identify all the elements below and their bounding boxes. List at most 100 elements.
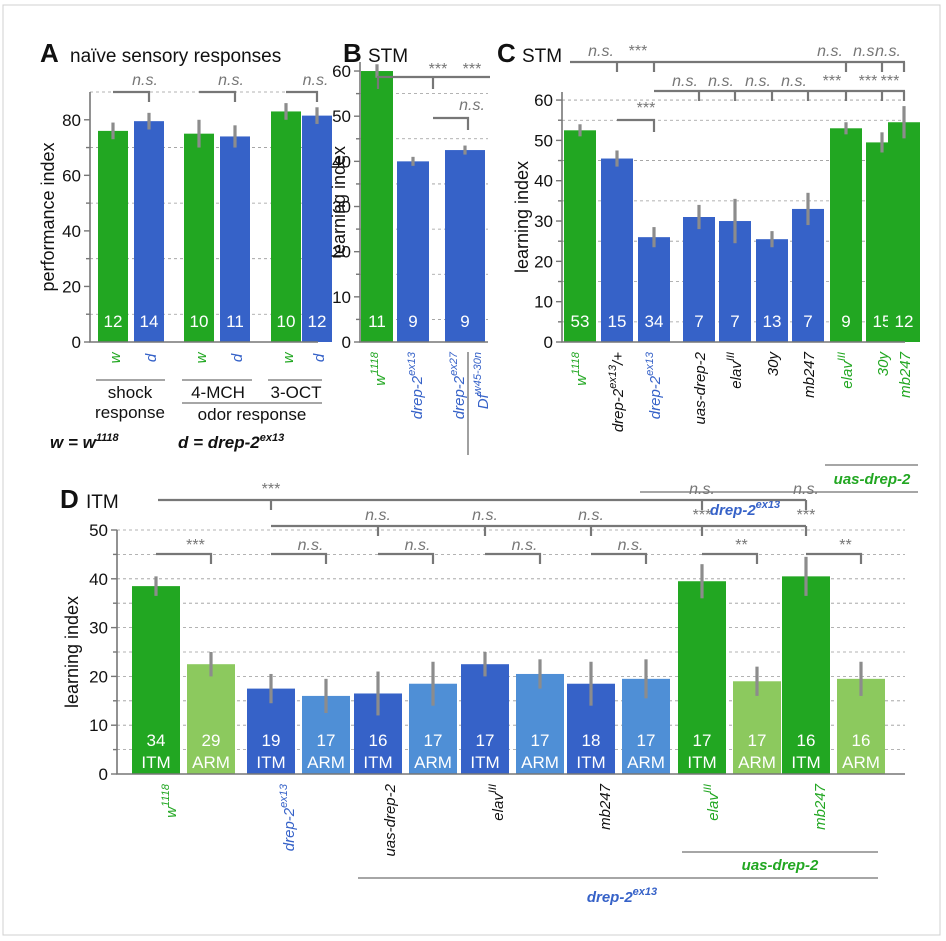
panel-c-category-label-base: 30y: [875, 351, 892, 377]
panel-d-n-label: 19: [262, 731, 281, 750]
panel-a-bar: [134, 121, 164, 343]
panel-c-sig-label: n.s.: [875, 43, 901, 60]
panel-b-category-label-sup: ex13: [406, 351, 418, 376]
panel-c-bar: [830, 128, 862, 342]
panel-c-sig-label: ***: [823, 73, 842, 90]
panel-a-sig-bracket: [286, 90, 319, 102]
panel-d-group-label: uas-drep-2: [742, 857, 819, 874]
panel-a-sig-label: n.s.: [303, 72, 329, 89]
panel-d-sig-bracket: [591, 552, 648, 564]
panel-d-category-label-base: uas-drep-2: [382, 783, 399, 856]
panel-d-n-label: 17: [424, 731, 443, 750]
panel-d-sig-label: ***: [693, 507, 712, 524]
panel-a-legend-d: d = drep-2ex13: [178, 432, 284, 452]
panel-b-bar: [445, 150, 485, 342]
panel-c-sig-label: n.s.: [745, 73, 771, 90]
panel-c-category-label-base: drep-2: [610, 388, 627, 432]
panel-a-sig-bracket: [113, 90, 151, 102]
panel-d-category-label-sup: III: [487, 784, 499, 793]
panel-a-legend-w-base: w = w: [50, 433, 98, 452]
panel-c-sig-label: n.s.: [588, 43, 614, 60]
panel-c-bar: [756, 239, 788, 342]
panel-b-category-label-sup: 1118: [369, 351, 381, 375]
panel-b-n-label: 11: [368, 312, 386, 331]
panel-d-category-label-sup: ex13: [278, 783, 290, 808]
panel-c-sig-label: ***: [881, 73, 900, 90]
panel-b-category-label-base: drep-2: [409, 375, 426, 419]
panel-d-n-label: 17: [693, 731, 712, 750]
panel-d-series-label: ITM: [576, 753, 605, 772]
panel-c-group-label-sup: ex13: [756, 499, 780, 511]
panel-d-title: ITM: [86, 492, 119, 513]
panel-a-y-tick-label: 40: [62, 222, 81, 241]
panel-c-n-label: 34: [645, 312, 664, 331]
panel-d-category-label-sup: 1118: [160, 783, 172, 807]
panel-d-sig-label: n.s.: [618, 537, 644, 554]
panel-b-bar: [361, 71, 393, 342]
panel-c-category-label: elavIII: [836, 352, 856, 389]
panel-c-sig-label: n.s.: [672, 73, 698, 90]
panel-c-category-label: w1118: [570, 351, 590, 386]
panel-d-category-label: uas-drep-2: [382, 783, 399, 856]
panel-d-series-label: ARM: [307, 753, 345, 772]
panel-d-n-label: 17: [748, 731, 767, 750]
panel-b-letter: B: [343, 38, 362, 68]
panel-a-letter: A: [40, 38, 59, 68]
panel-c-n-label: 15: [873, 312, 892, 331]
panel-a-y-tick-label: 60: [62, 166, 81, 185]
panel-d-category-label-base: elav: [705, 792, 722, 821]
panel-b-y-tick-label: 60: [332, 62, 351, 81]
panel-b-category-label: w1118: [369, 351, 389, 386]
panel-d-series-label: ITM: [363, 753, 392, 772]
panel-d-category-label-sup: III: [702, 784, 714, 793]
panel-b-category-label-base: Df: [475, 392, 492, 409]
panel-c-sig-label: n.s.: [781, 73, 807, 90]
panel-d-group-label-sup: ex13: [633, 886, 657, 898]
panel-c-title: STM: [522, 46, 562, 67]
panel-a-group-label: 3-OCT: [271, 383, 322, 402]
panel-d-letter: D: [60, 484, 79, 514]
panel-c-category-label-base: 30y: [765, 351, 782, 377]
panel-d-n-label: 17: [637, 731, 656, 750]
panel-c-category-label-base: elav: [839, 360, 856, 389]
panel-c-group-label: uas-drep-2: [834, 471, 911, 488]
panel-b-title: STM: [368, 46, 408, 67]
panel-d-sig-label: ***: [262, 481, 281, 498]
panel-d-bar: [782, 576, 830, 774]
panel-d-series-label: ARM: [192, 753, 230, 772]
panel-d-y-axis-label: learning index: [62, 596, 82, 708]
panel-b-sig-bracket: [376, 75, 490, 89]
panel-a-title: naïve sensory responses: [70, 46, 281, 67]
panel-c-category-label-sup: III: [836, 352, 848, 361]
panel-a-category-label: w: [193, 351, 210, 363]
panel-c-y-tick-label: 20: [534, 252, 553, 271]
panel-d-category-label-base: elav: [490, 792, 507, 821]
panel-d-y-tick-label: 50: [89, 521, 108, 540]
panel-d-y-tick-label: 40: [89, 570, 108, 589]
panel-a-legend-d-base: d = drep-2: [178, 433, 260, 452]
panel-c-category-label: 30y: [765, 351, 782, 377]
panel-c-n-label: 12: [895, 312, 914, 331]
panel-c-n-label: 7: [730, 312, 739, 331]
panel-d-sig-label: ***: [186, 537, 205, 554]
panel-c-category-label: uas-drep-2: [692, 351, 709, 424]
panel-b-sig-label: ***: [463, 61, 482, 78]
panel-c-sig-label: ***: [629, 43, 648, 60]
panel-b-y-axis-label: learning index: [329, 146, 349, 258]
panel-c-n-label: 7: [803, 312, 812, 331]
panel-a-category-label: d: [143, 353, 160, 362]
panel-d-bar: [516, 673, 564, 774]
panel-d-n-label: 34: [147, 731, 166, 750]
panel-a-category-label: d: [229, 353, 246, 362]
panel-d-series-label: ITM: [141, 753, 170, 772]
panel-c-category-label-base: mb247: [897, 351, 914, 398]
panel-a-category-label: w: [280, 351, 297, 363]
panel-c-bar: [638, 237, 670, 342]
panel-d-sig-label: n.s.: [689, 481, 715, 498]
panel-d-bar: [187, 664, 235, 774]
panel-c-bar: [564, 130, 596, 342]
panel-c-category-label: 30y: [875, 351, 892, 377]
panel-d-bar: [461, 664, 509, 774]
panel-c-sig-label: ***: [637, 100, 656, 117]
panel-a-group-label: 4-MCH: [191, 383, 245, 402]
